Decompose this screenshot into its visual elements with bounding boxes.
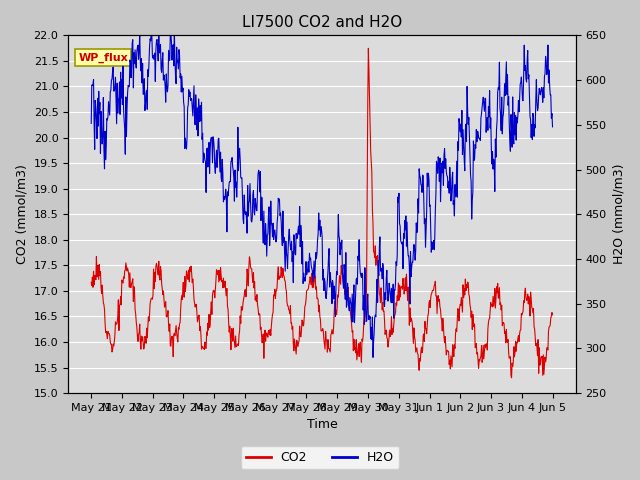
Y-axis label: CO2 (mmol/m3): CO2 (mmol/m3) — [15, 164, 28, 264]
X-axis label: Time: Time — [307, 419, 337, 432]
Y-axis label: H2O (mmol/m3): H2O (mmol/m3) — [612, 164, 625, 264]
Legend: CO2, H2O: CO2, H2O — [241, 446, 399, 469]
Title: LI7500 CO2 and H2O: LI7500 CO2 and H2O — [242, 15, 402, 30]
Text: WP_flux: WP_flux — [78, 52, 128, 63]
